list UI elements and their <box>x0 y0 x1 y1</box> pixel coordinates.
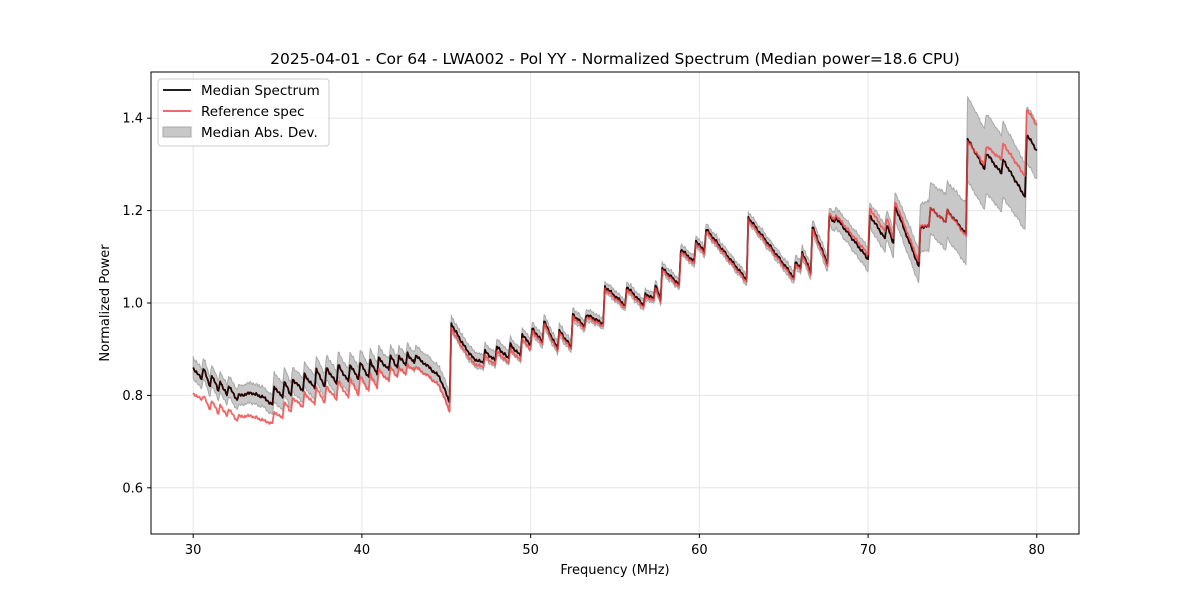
x-tick-label: 70 <box>860 543 877 558</box>
legend-mad-label: Median Abs. Dev. <box>201 125 318 141</box>
reference-spectrum-line <box>192 109 1038 425</box>
x-tick-label: 80 <box>1029 543 1046 558</box>
overlap-line <box>192 135 1038 406</box>
x-tick-label: 40 <box>354 543 371 558</box>
x-tick-label: 30 <box>185 543 202 558</box>
y-tick-label: 1.0 <box>122 297 143 312</box>
legend-reference-label: Reference spec <box>201 104 305 120</box>
y-axis: 0.6 0.8 1.0 1.2 1.4 <box>122 112 151 496</box>
legend-mad-swatch <box>162 126 192 138</box>
x-axis: 30 40 50 60 70 80 <box>185 534 1045 558</box>
y-tick-label: 0.6 <box>122 481 143 496</box>
x-axis-title: Frequency (MHz) <box>560 563 669 578</box>
lines-layer <box>192 109 1038 425</box>
chart-title: 2025-04-01 - Cor 64 - LWA002 - Pol YY - … <box>270 50 960 68</box>
legend-box <box>157 78 330 147</box>
y-tick-label: 1.2 <box>122 204 143 219</box>
x-tick-label: 50 <box>522 543 539 558</box>
y-tick-label: 1.4 <box>122 112 143 127</box>
x-tick-label: 60 <box>691 543 708 558</box>
legend-median-label: Median Spectrum <box>201 83 320 99</box>
y-axis-title: Normalized Power <box>98 244 113 362</box>
legend: Median Spectrum Reference spec Median Ab… <box>157 78 330 147</box>
y-tick-label: 0.8 <box>122 389 143 404</box>
